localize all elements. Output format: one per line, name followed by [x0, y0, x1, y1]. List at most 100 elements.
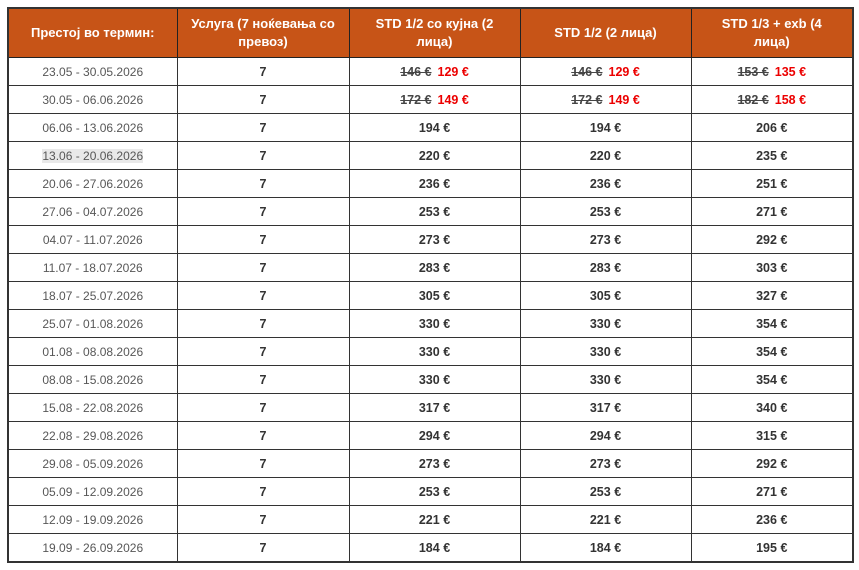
price-value: 271 €	[756, 204, 788, 219]
table-row: 27.06 - 04.07.2026 7 253 € 253 € 271 €	[7, 197, 854, 226]
service-nights-cell: 7	[176, 253, 350, 282]
price-value: 354 €	[756, 316, 788, 331]
price-cell: 354 €	[690, 337, 854, 366]
term-dates: 23.05 - 30.05.2026	[42, 64, 144, 79]
price-cell: 330 €	[348, 365, 521, 394]
price-value: 327 €	[756, 288, 788, 303]
price-cell: 251 €	[690, 169, 854, 198]
term-dates: 27.06 - 04.07.2026	[42, 204, 144, 219]
price-value: 283 €	[418, 260, 451, 275]
table-row: 15.08 - 22.08.2026 7 317 € 317 € 340 €	[7, 393, 854, 422]
price-cell: 354 €	[690, 365, 854, 394]
table-row: 05.09 - 12.09.2026 7 253 € 253 € 271 €	[7, 477, 854, 506]
term-dates: 19.09 - 26.09.2026	[42, 540, 144, 555]
service-nights-cell: 7	[176, 57, 350, 86]
service-nights-cell: 7	[176, 141, 350, 170]
price-value: 236 €	[756, 512, 788, 527]
price-value: 236 €	[589, 176, 622, 191]
term-cell: 05.09 - 12.09.2026	[7, 477, 178, 506]
price-cell: 172 € 149 €	[348, 85, 521, 114]
price-value: 253 €	[418, 484, 451, 499]
price-cell: 294 €	[519, 421, 692, 450]
price-value: 315 €	[756, 428, 788, 443]
price-cell: 146 € 129 €	[519, 57, 692, 86]
price-cell: 330 €	[348, 309, 521, 338]
price-cell: 273 €	[348, 449, 521, 478]
price-value: 330 €	[589, 316, 622, 331]
price-value: 294 €	[589, 428, 622, 443]
term-dates: 06.06 - 13.06.2026	[42, 120, 144, 135]
term-cell: 23.05 - 30.05.2026	[7, 57, 178, 86]
table-row: 06.06 - 13.06.2026 7 194 € 194 € 206 €	[7, 113, 854, 142]
price-value: 273 €	[418, 232, 451, 247]
term-cell: 04.07 - 11.07.2026	[7, 225, 178, 254]
promo-price: 158 €	[774, 92, 807, 107]
term-cell: 27.06 - 04.07.2026	[7, 197, 178, 226]
price-cell: 330 €	[519, 365, 692, 394]
table-row: 25.07 - 01.08.2026 7 330 € 330 € 354 €	[7, 309, 854, 338]
price-cell: 315 €	[690, 421, 854, 450]
column-header: Престој во термин:	[7, 7, 178, 58]
price-cell: 283 €	[519, 253, 692, 282]
price-cell: 194 €	[348, 113, 521, 142]
price-cell: 317 €	[519, 393, 692, 422]
table-row: 22.08 - 29.08.2026 7 294 € 294 € 315 €	[7, 421, 854, 450]
price-cell: 305 €	[348, 281, 521, 310]
price-value: 354 €	[756, 372, 788, 387]
price-value: 340 €	[756, 400, 788, 415]
term-dates: 18.07 - 25.07.2026	[42, 288, 144, 303]
price-value: 305 €	[589, 288, 622, 303]
old-price: 172 €	[400, 92, 432, 107]
price-value: 253 €	[589, 204, 622, 219]
price-value: 330 €	[418, 316, 451, 331]
term-cell: 19.09 - 26.09.2026	[7, 533, 178, 563]
price-table: Престој во термин: Услуга (7 ноќевања со …	[7, 7, 854, 563]
price-cell: 354 €	[690, 309, 854, 338]
price-value: 354 €	[756, 344, 788, 359]
price-cell: 273 €	[519, 225, 692, 254]
service-nights-cell: 7	[176, 197, 350, 226]
term-cell: 15.08 - 22.08.2026	[7, 393, 178, 422]
price-value: 253 €	[589, 484, 622, 499]
price-cell: 146 € 129 €	[348, 57, 521, 86]
price-value: 271 €	[756, 484, 788, 499]
table-row: 04.07 - 11.07.2026 7 273 € 273 € 292 €	[7, 225, 854, 254]
service-nights-cell: 7	[176, 421, 350, 450]
price-cell: 184 €	[519, 533, 692, 563]
price-cell: 273 €	[348, 225, 521, 254]
service-nights-cell: 7	[176, 337, 350, 366]
header-row: Престој во термин: Услуга (7 ноќевања со …	[7, 7, 854, 58]
term-dates: 30.05 - 06.06.2026	[42, 92, 144, 107]
promo-price: 129 €	[608, 64, 640, 79]
price-cell: 292 €	[690, 449, 854, 478]
price-cell: 271 €	[690, 197, 854, 226]
price-cell: 182 € 158 €	[690, 85, 854, 114]
term-cell: 01.08 - 08.08.2026	[7, 337, 178, 366]
price-cell: 305 €	[519, 281, 692, 310]
price-value: 194 €	[418, 120, 451, 135]
price-cell: 236 €	[348, 169, 521, 198]
term-dates: 29.08 - 05.09.2026	[42, 456, 144, 471]
term-cell: 20.06 - 27.06.2026	[7, 169, 178, 198]
table-row: 20.06 - 27.06.2026 7 236 € 236 € 251 €	[7, 169, 854, 198]
old-price: 182 €	[737, 92, 769, 107]
table-row: 08.08 - 15.08.2026 7 330 € 330 € 354 €	[7, 365, 854, 394]
price-cell: 221 €	[348, 505, 521, 534]
term-cell: 11.07 - 18.07.2026	[7, 253, 178, 282]
price-cell: 184 €	[348, 533, 521, 563]
price-cell: 340 €	[690, 393, 854, 422]
table-row: 01.08 - 08.08.2026 7 330 € 330 € 354 €	[7, 337, 854, 366]
column-header: STD 1/2 со кујна (2 лица)	[348, 7, 521, 58]
term-cell: 06.06 - 13.06.2026	[7, 113, 178, 142]
term-dates: 20.06 - 27.06.2026	[42, 176, 144, 191]
column-header: STD 1/2 (2 лица)	[519, 7, 692, 58]
price-value: 330 €	[589, 372, 622, 387]
term-dates: 13.06 - 20.06.2026	[42, 148, 144, 163]
service-nights-cell: 7	[176, 225, 350, 254]
term-cell: 25.07 - 01.08.2026	[7, 309, 178, 338]
price-cell: 273 €	[519, 449, 692, 478]
term-cell: 18.07 - 25.07.2026	[7, 281, 178, 310]
price-value: 303 €	[756, 260, 788, 275]
old-price: 146 €	[400, 64, 432, 79]
service-nights-cell: 7	[176, 309, 350, 338]
